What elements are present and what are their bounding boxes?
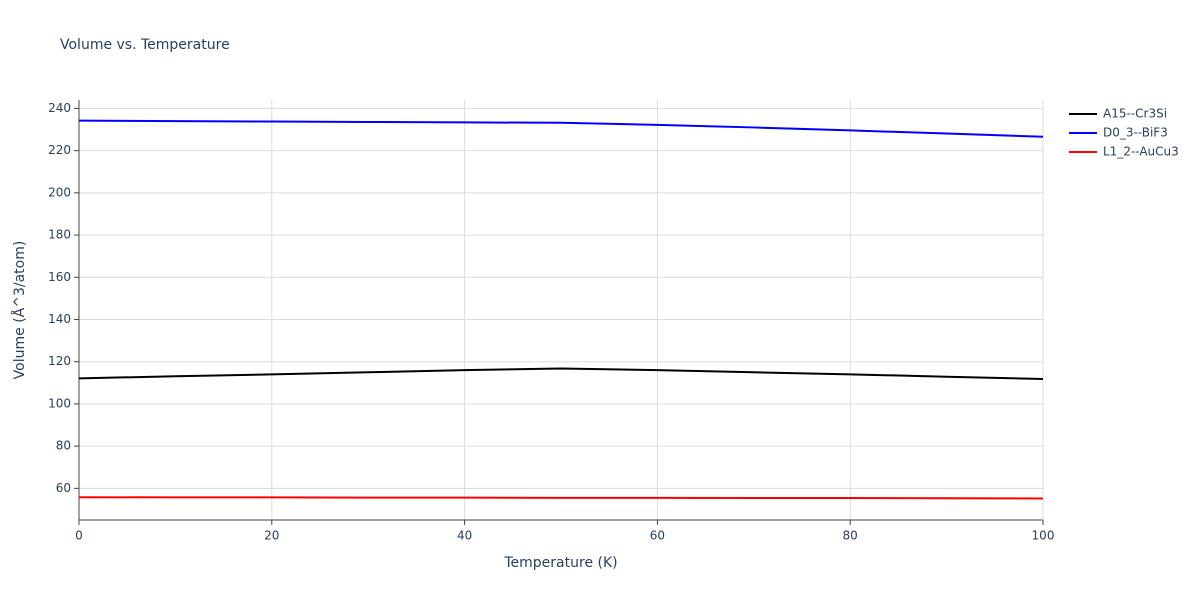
y-tick-label: 80 [56, 439, 71, 453]
x-axis-label: Temperature (K) [503, 555, 617, 571]
y-tick-label: 220 [48, 143, 71, 157]
line-series [78, 496, 1044, 500]
y-tick-label: 120 [48, 354, 71, 368]
x-tick-label: 100 [1032, 529, 1055, 543]
x-tick-label: 40 [457, 529, 472, 543]
y-tick-label: 200 [48, 185, 71, 199]
y-tick-label: 140 [48, 312, 71, 326]
y-axis-label: Volume (Å^3/atom) [11, 241, 28, 380]
y-tick-label: 160 [48, 270, 71, 284]
x-tick-label: 80 [843, 529, 858, 543]
x-tick-label: 60 [650, 529, 665, 543]
line-series [78, 367, 1044, 381]
legend-label[interactable]: D0_3--BiF3 [1103, 126, 1168, 140]
line-series [78, 119, 1044, 138]
y-tick-label: 100 [48, 396, 71, 410]
legend-label[interactable]: A15--Cr3Si [1103, 107, 1167, 121]
legend-label[interactable]: L1_2--AuCu3 [1103, 145, 1179, 159]
y-tick-label: 240 [48, 101, 71, 115]
y-tick-label: 60 [56, 481, 71, 495]
x-tick-label: 0 [75, 529, 83, 543]
x-tick-label: 20 [264, 529, 279, 543]
y-tick-label: 180 [48, 228, 71, 242]
chart-title: Volume vs. Temperature [60, 37, 230, 53]
